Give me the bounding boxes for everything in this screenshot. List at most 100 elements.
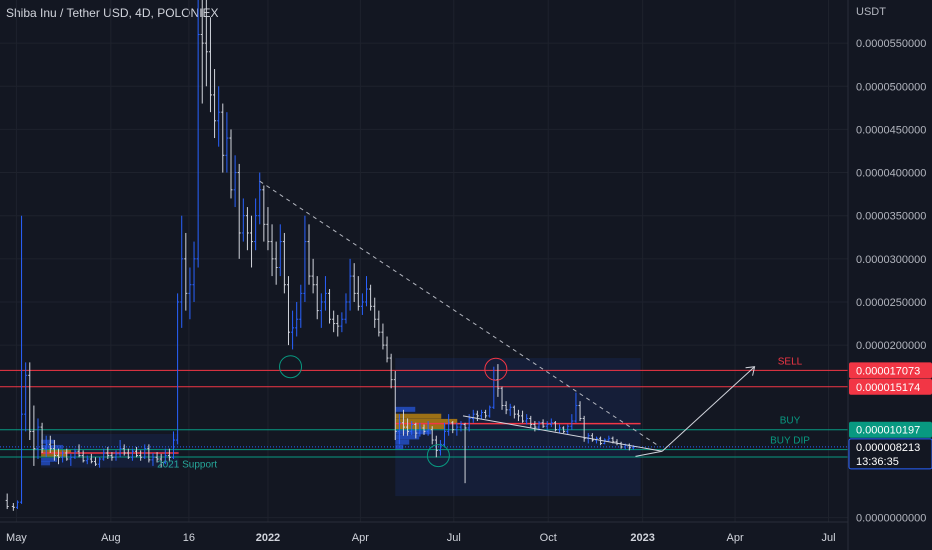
candle [397,414,401,445]
volume-profile-bar [395,439,410,445]
candle [188,267,192,320]
candle [323,276,327,311]
candle [373,297,377,328]
level-name: BUY [780,416,801,427]
candle [369,284,373,311]
candle [282,232,286,294]
candle [512,405,516,419]
candle [553,421,557,432]
price-tick-label: 0.0000450000 [856,124,926,136]
drawings-background [41,358,641,497]
candle [69,453,73,466]
time-tick-label: Apr [727,532,744,544]
time-tick-label: Apr [352,532,369,544]
candle [455,422,459,436]
candle [245,207,249,251]
candle [430,426,434,445]
time-tick-label: 2023 [630,532,654,544]
time-tick-label: Aug [101,532,121,544]
level-name: SELL [778,356,803,367]
candle [98,457,102,468]
candle [114,450,118,461]
volume-profile-bar [41,457,58,462]
level-badge [849,421,932,438]
candle [89,453,93,464]
candle [529,415,533,428]
time-tick-label: Oct [540,532,557,544]
volume-profile-bar [41,461,51,466]
volume-profile-bar [41,439,56,444]
candle [607,435,611,442]
candle [48,435,52,453]
candle [365,276,369,307]
candle [225,112,229,173]
candle [147,444,151,463]
candle [52,440,56,461]
candle [36,418,40,460]
candle [184,232,188,311]
candle [488,405,492,418]
candle [81,450,85,463]
candle [167,448,171,461]
candle [533,421,537,432]
volume-profile-bar [395,406,416,412]
candle [558,424,562,434]
price-tick-label: 0.0000000000 [856,513,926,525]
candle [57,448,61,465]
candle [471,409,475,423]
candle [418,422,422,437]
candle [336,314,340,337]
candle [578,401,582,422]
candle [163,448,167,465]
time-axis[interactable]: May Aug 16 2022 Apr Jul Oct 2023 Apr Jul [0,521,848,544]
candle [85,455,89,465]
candle [217,86,221,147]
candle [443,422,447,447]
candle [377,310,381,337]
projection-arrow [661,366,755,452]
candle [229,129,233,199]
candle [549,418,553,428]
candle [20,215,24,504]
candle [102,448,106,461]
candle [516,409,520,422]
candle [262,185,266,242]
candle [332,310,336,333]
current-price-badge [848,438,932,470]
candle [360,293,364,315]
time-tick-label: 2022 [256,532,280,544]
candle [414,422,418,439]
candle [500,386,504,410]
candle [406,418,410,436]
arrow-head [745,366,756,376]
volume-profile-bar [395,429,432,435]
candle [385,336,389,363]
candle [447,414,451,436]
candle [459,421,463,432]
highlight-circle [484,357,508,381]
candle [286,276,290,346]
level-badge [849,378,932,395]
candle [570,414,574,430]
candle [61,450,65,463]
price-tick-label: 0.0000250000 [856,297,926,309]
candle [307,224,311,285]
candle [410,421,414,435]
volume-profile-bar [395,434,420,440]
candle [451,421,455,434]
candle [574,392,578,423]
candle [348,258,352,311]
descending-trendline [259,180,661,448]
candle [319,293,323,328]
level-name: BUY DIP [770,436,810,447]
candle [241,198,245,242]
candle [328,289,332,324]
candle [11,503,15,511]
candle [250,215,254,268]
candle [254,198,258,251]
highlight-circle [426,444,450,468]
candle [118,440,122,458]
time-tick-label: May [6,532,27,544]
candle [479,409,483,420]
